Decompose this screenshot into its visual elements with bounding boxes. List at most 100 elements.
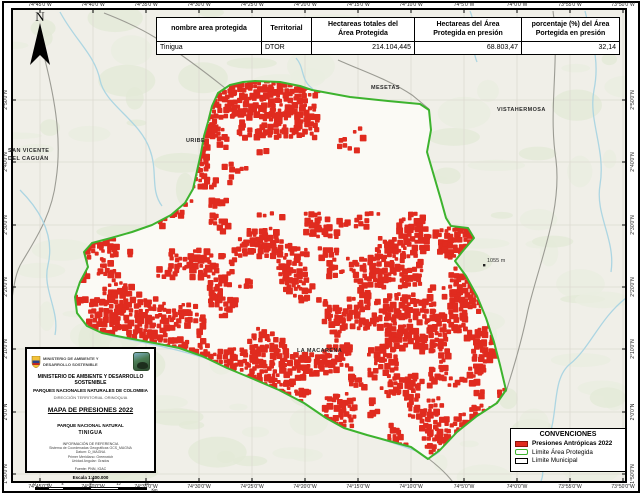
coordinate-label-lon: 74°15'0"W <box>346 2 370 8</box>
coordinate-label-lon: 73°50'0"W <box>611 484 635 490</box>
coordinate-label-lat: 2°20'0"N <box>630 277 636 297</box>
table-header-porcentaje: porcentaje (%) del Área Portegida en pre… <box>521 18 619 42</box>
scalebar-segment <box>35 487 50 490</box>
pnn-logo <box>133 352 150 371</box>
coordinate-label-lon: 74°25'0"W <box>240 2 264 8</box>
legend-label: Límite Municipal <box>532 457 578 464</box>
reference-title: INFORMACIÓN DE REFERENCIA <box>62 441 119 446</box>
map-title: MAPA DE PRESIONES 2022 <box>47 406 134 414</box>
reference-line: Unidad Angular: Grados <box>71 459 110 464</box>
elevation-label: 1055 m <box>487 258 506 264</box>
ministry-shield-icon <box>31 355 41 368</box>
legend-swatch-fill-red <box>515 440 528 447</box>
scalebar-segment <box>90 487 118 490</box>
coordinate-label-lon: 74°20'0"W <box>293 2 317 8</box>
coordinate-label-lat: 2°50'0"N <box>630 90 636 110</box>
map-frame <box>11 8 627 483</box>
table-value-hectareas-totales: 214.104,445 <box>311 42 414 54</box>
north-arrow-icon <box>30 23 50 65</box>
protected-area-table: nombre area protegida Territorial Hectar… <box>156 17 620 55</box>
coordinate-label-lat: 2°30'0"N <box>3 215 9 235</box>
reference-lines: Sistema de Coordenadas Geográficas GCS_M… <box>49 446 132 464</box>
scalebar-segment <box>63 487 91 490</box>
coordinate-label-lon: 74°40'0"W <box>81 2 105 8</box>
municipality-label: LA MACARENA <box>297 348 343 354</box>
coordinate-label-lon: 74°25'0"W <box>240 484 264 490</box>
coordinate-label-lat: 2°0'0"N <box>3 403 9 421</box>
table-header-hectareas-presion: Hectareas del Área Protegida en presión <box>414 18 521 42</box>
municipality-label: SAN VICENTE DEL CAGUÁN <box>8 148 50 162</box>
table-header-territorial: Territorial <box>261 18 311 42</box>
coordinate-label-lon: 74°5'0"W <box>453 484 475 490</box>
coordinate-label-lon: 74°45'0"W <box>28 2 52 8</box>
coordinate-label-lon: 74°0'0"W <box>506 484 528 490</box>
coordinate-label-lat: 2°40'0"N <box>3 152 9 172</box>
coordinate-label-lon: 74°35'0"W <box>134 2 158 8</box>
protected-area-boundary <box>74 80 507 460</box>
legend-item: Límite Área Protegida <box>515 449 621 456</box>
legend-item: Presiones Antrópicas 2022 <box>515 440 621 447</box>
legend-item: Límite Municipal <box>515 457 621 464</box>
coordinate-label-lat: 2°40'0"N <box>630 152 636 172</box>
parques-title: PARQUES NACIONALES NATURALES DE COLOMBIA <box>33 387 148 393</box>
coordinate-label-lat: 2°30'0"N <box>630 215 636 235</box>
scale-label: Escala 1:400.000 <box>72 474 109 480</box>
coordinate-label-lon: 73°55'0"W <box>558 484 582 490</box>
table-value-porcentaje: 32,14 <box>521 42 619 54</box>
scalebar-bar <box>34 486 147 491</box>
scalebar-unit: Km <box>151 486 158 492</box>
coordinate-label-lon: 74°10'0"W <box>399 484 423 490</box>
coordinate-label-lat: 1°50'0"N <box>630 464 636 484</box>
scalebar-tick: 0 <box>33 480 36 486</box>
park-name: TINIGUA <box>78 429 103 436</box>
coordinate-label-lon: 74°40'0"W <box>81 484 105 490</box>
coordinate-label-lon: 74°0'0"W <box>506 2 528 8</box>
north-arrow: N <box>27 9 53 73</box>
coordinate-label-lon: 74°20'0"W <box>293 484 317 490</box>
coordinate-label-lat: 2°10'0"N <box>3 339 9 359</box>
municipality-label: VISTAHERMOSA <box>497 107 546 113</box>
legend-swatch-outline-white <box>515 457 528 464</box>
coordinate-label-lat: 2°50'0"N <box>3 90 9 110</box>
coordinate-label-lon: 74°10'0"W <box>399 2 423 8</box>
coordinate-label-lon: 74°45'0"W <box>28 484 52 490</box>
table-value-territorial: DTOR <box>261 42 311 54</box>
scalebar-tick: 12 <box>116 480 121 486</box>
table-header-hectareas-totales: Hectareas totales del Área Protegida <box>311 18 414 42</box>
coordinate-label-lon: 73°50'0"W <box>611 2 635 8</box>
legend-title: CONVENCIONES <box>539 431 597 438</box>
legend-swatch-outline-green <box>515 449 528 455</box>
scalebar-segment <box>49 487 63 490</box>
scalebar-tick: 2 <box>47 480 50 486</box>
scalebar-tick: 8 <box>89 480 92 486</box>
north-label: N <box>35 9 45 24</box>
scalebar-tick: 16 <box>144 480 149 486</box>
reference-line: Datum: D_MAGNA <box>75 450 106 455</box>
coordinate-label-lon: 74°30'0"W <box>187 484 211 490</box>
coordinate-label-lon: 74°30'0"W <box>187 2 211 8</box>
reference-line: Sistema de Coordenadas Geográficas GCS_M… <box>49 445 132 450</box>
municipality-label: MESETAS <box>371 85 400 91</box>
legend-box: CONVENCIONES Presiones Antrópicas 2022 Lí… <box>510 428 626 472</box>
municipal-boundaries <box>12 10 558 482</box>
legend-label: Límite Área Protegida <box>532 448 593 456</box>
coordinate-label-lat: 2°0'0"N <box>630 403 636 421</box>
title-block: MINISTERIO DE AMBIENTE Y DESARROLLO SOST… <box>25 347 158 492</box>
scalebar-tick: 4 <box>61 480 64 486</box>
table-value-nombre: Tinigua <box>160 43 183 51</box>
park-type: PARQUE NACIONAL NATURAL <box>57 422 124 428</box>
ministry-mini-title: MINISTERIO DE AMBIENTE Y DESARROLLO SOST… <box>43 356 99 367</box>
table-value-hectareas-presion: 68.803,47 <box>414 42 521 54</box>
coordinate-label-lat: 1°50'0"N <box>3 464 9 484</box>
coordinate-label-lon: 74°5'0"W <box>453 2 475 8</box>
municipality-label: URIBE <box>186 138 206 144</box>
ministry-title: MINISTERIO DE AMBIENTE Y DESARROLLO SOST… <box>37 374 144 386</box>
coordinate-label-lon: 73°55'0"W <box>558 2 582 8</box>
coordinate-label-lat: 2°10'0"N <box>630 339 636 359</box>
elevation-marker <box>483 264 486 267</box>
source-line: Fuente: PNN, IGAC <box>74 466 107 471</box>
coordinate-label-lon: 74°35'0"W <box>134 484 158 490</box>
scalebar-segment <box>118 487 146 490</box>
